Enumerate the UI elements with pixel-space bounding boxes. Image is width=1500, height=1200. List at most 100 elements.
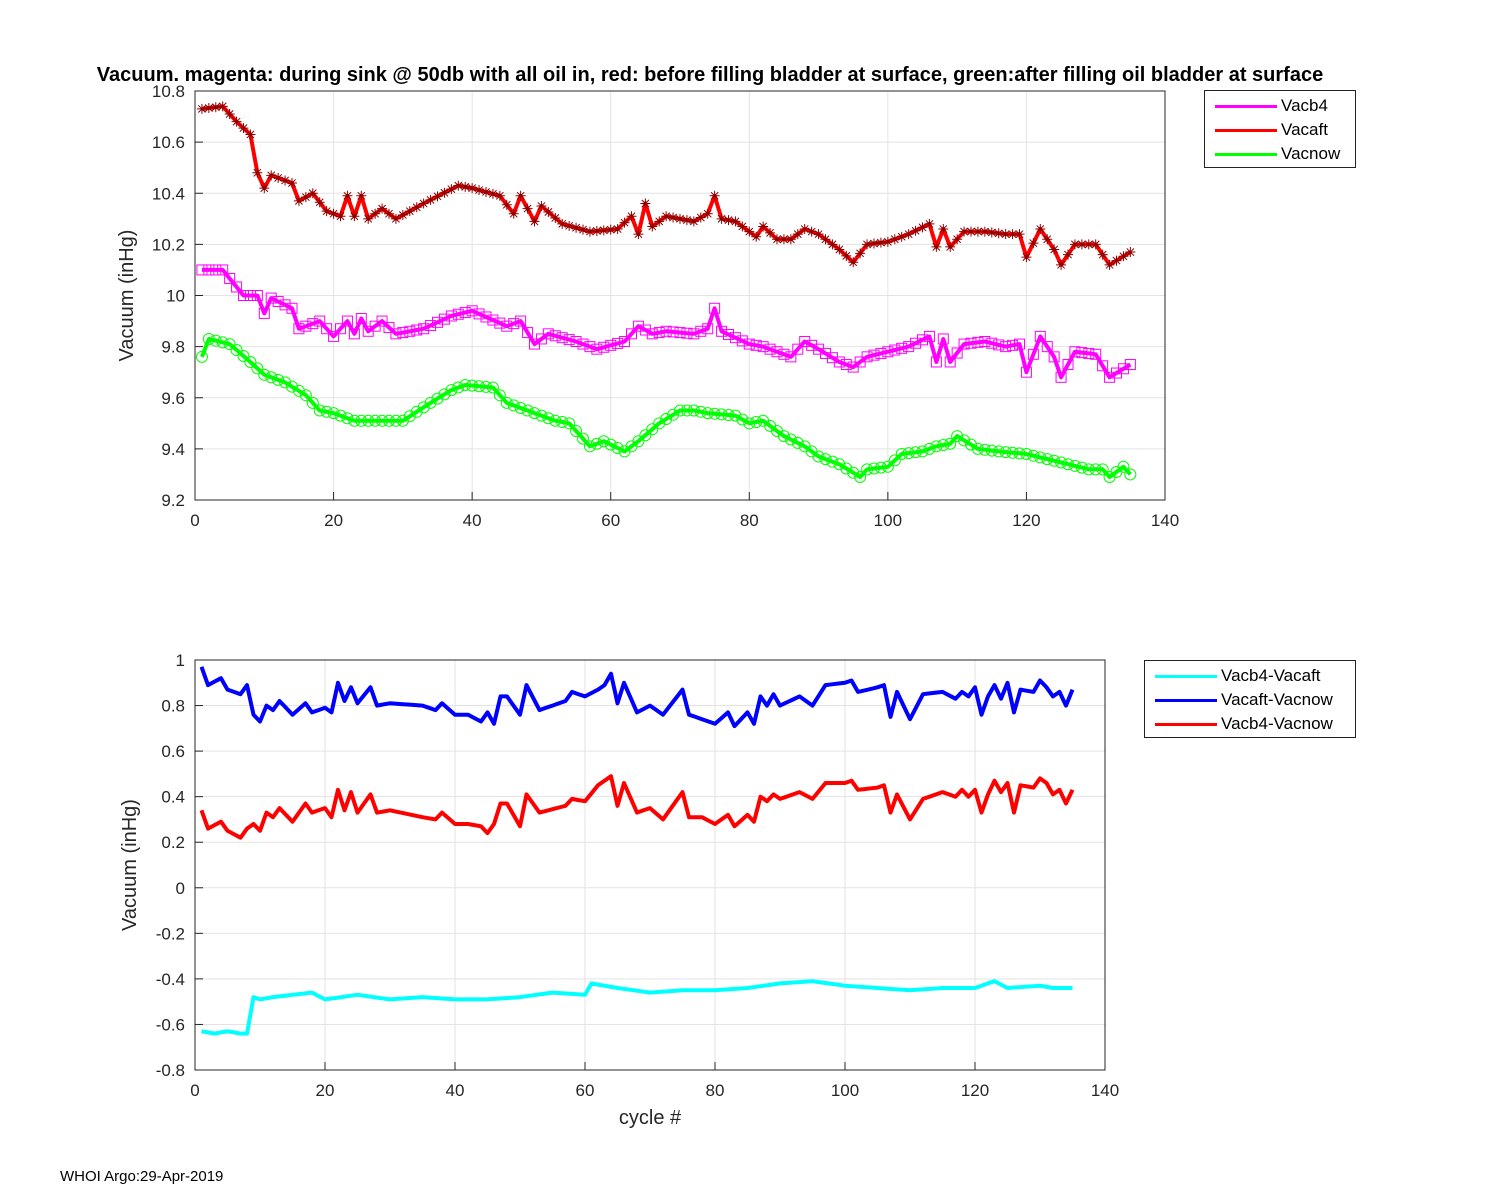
- x-tick-label: 100: [831, 1081, 859, 1100]
- data-point: [736, 413, 749, 426]
- data-point: [687, 404, 700, 417]
- data-point: [833, 356, 845, 368]
- data-point: [1062, 359, 1074, 371]
- data-point: [480, 380, 492, 393]
- data-point: [598, 225, 609, 236]
- data-point: [244, 355, 257, 368]
- data-point: [737, 221, 748, 232]
- data-point: [1041, 341, 1053, 353]
- data-point: [633, 229, 644, 240]
- data-point: [632, 320, 644, 332]
- series-vacaft-vacnow: [199, 666, 1075, 729]
- data-point: [667, 408, 680, 421]
- top-legend: Vacb4 Vacaft Vacnow: [1204, 90, 1356, 168]
- data-point: [224, 272, 236, 284]
- data-point: [474, 185, 485, 196]
- data-point: [390, 328, 402, 340]
- data-point: [923, 442, 936, 455]
- data-point: [959, 226, 970, 237]
- data-point: [231, 116, 242, 127]
- data-point: [660, 325, 672, 337]
- data-point: [605, 224, 616, 235]
- data-point: [924, 218, 935, 229]
- data-point: [1056, 259, 1067, 270]
- series-vacnow: [195, 332, 1137, 483]
- data-point: [1027, 348, 1039, 360]
- data-point: [528, 407, 541, 420]
- data-point: [820, 234, 831, 245]
- data-point: [522, 327, 534, 339]
- data-point: [328, 208, 339, 219]
- data-point: [896, 342, 908, 354]
- data-point: [812, 450, 825, 463]
- legend-item: Vacaft: [1205, 118, 1355, 142]
- legend-item: Vacnow: [1205, 142, 1355, 166]
- data-point: [217, 101, 228, 112]
- data-point: [404, 325, 416, 337]
- x-tick-label: 40: [446, 1081, 465, 1100]
- data-point: [1021, 252, 1032, 263]
- data-point: [591, 343, 603, 355]
- data-point: [522, 203, 533, 214]
- data-point: [486, 381, 499, 394]
- data-point: [377, 203, 388, 214]
- y-tick-label: 1: [176, 651, 185, 670]
- legend-label: Vacb4-Vacnow: [1221, 714, 1333, 733]
- data-point: [334, 409, 347, 422]
- data-point: [723, 328, 734, 340]
- data-point: [418, 323, 430, 335]
- data-point: [1090, 239, 1101, 250]
- data-point: [751, 231, 762, 242]
- data-point: [563, 417, 576, 430]
- data-point: [251, 290, 263, 301]
- legend-swatch: [1155, 675, 1217, 678]
- data-point: [709, 190, 720, 201]
- data-point: [646, 328, 658, 340]
- data-point: [1117, 363, 1129, 375]
- data-point: [702, 208, 713, 219]
- data-point: [951, 347, 963, 359]
- data-point: [570, 336, 582, 348]
- data-point: [335, 323, 346, 335]
- data-point: [910, 337, 922, 349]
- data-point: [446, 184, 457, 195]
- data-point: [1020, 447, 1033, 460]
- data-point: [1089, 463, 1102, 476]
- legend-swatch: [1215, 129, 1277, 132]
- data-point: [1083, 347, 1095, 359]
- y-tick-label: 10.8: [152, 82, 185, 101]
- y-tick-label: -0.6: [156, 1015, 185, 1034]
- data-point: [909, 446, 922, 459]
- data-point: [979, 336, 991, 348]
- data-point: [286, 380, 298, 393]
- data-point: [1082, 463, 1095, 476]
- data-point: [577, 432, 589, 445]
- series-vacb4: [196, 264, 1136, 383]
- data-point: [432, 316, 443, 328]
- data-point: [549, 330, 561, 342]
- data-point: [417, 401, 430, 414]
- y-tick-label: 0.6: [161, 742, 185, 761]
- data-point: [1027, 449, 1040, 462]
- data-point: [280, 175, 291, 186]
- data-point: [923, 330, 935, 342]
- x-tick-label: 0: [190, 1081, 199, 1100]
- x-tick-label: 80: [706, 1081, 725, 1100]
- data-point: [501, 320, 513, 332]
- figure-title: Vacuum. magenta: during sink @ 50db with…: [97, 64, 1323, 86]
- data-point: [612, 224, 623, 235]
- data-point: [286, 302, 298, 314]
- data-point: [196, 264, 208, 276]
- data-point: [577, 338, 589, 350]
- data-point: [869, 238, 879, 249]
- legend-label: Vacaft-Vacnow: [1221, 690, 1333, 709]
- data-point: [978, 443, 991, 456]
- data-point: [1035, 224, 1046, 235]
- data-point: [888, 454, 901, 467]
- data-point: [556, 416, 569, 429]
- data-point: [944, 437, 957, 450]
- data-point: [369, 414, 382, 427]
- y-tick-label: -0.2: [156, 924, 185, 943]
- data-point: [1006, 446, 1019, 459]
